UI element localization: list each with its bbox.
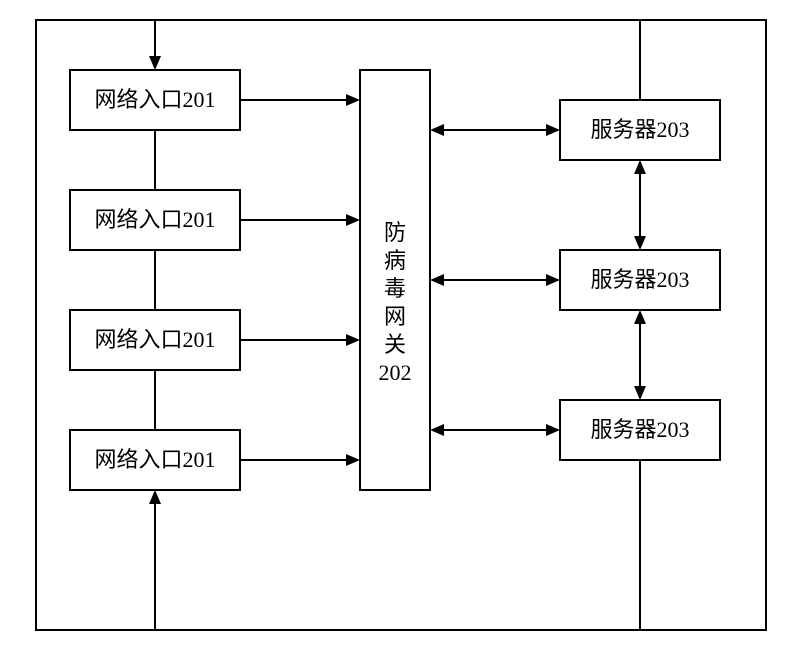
svg-text:防: 防: [384, 220, 406, 245]
svg-text:网络入口201: 网络入口201: [94, 447, 215, 472]
svg-text:202: 202: [379, 360, 412, 385]
svg-text:网: 网: [384, 304, 406, 329]
svg-text:服务器203: 服务器203: [590, 267, 689, 292]
svg-text:关: 关: [384, 332, 406, 357]
svg-text:毒: 毒: [384, 276, 406, 301]
svg-text:服务器203: 服务器203: [590, 117, 689, 142]
svg-text:服务器203: 服务器203: [590, 417, 689, 442]
svg-text:网络入口201: 网络入口201: [94, 87, 215, 112]
svg-text:病: 病: [384, 248, 406, 273]
svg-text:网络入口201: 网络入口201: [94, 207, 215, 232]
svg-text:网络入口201: 网络入口201: [94, 327, 215, 352]
